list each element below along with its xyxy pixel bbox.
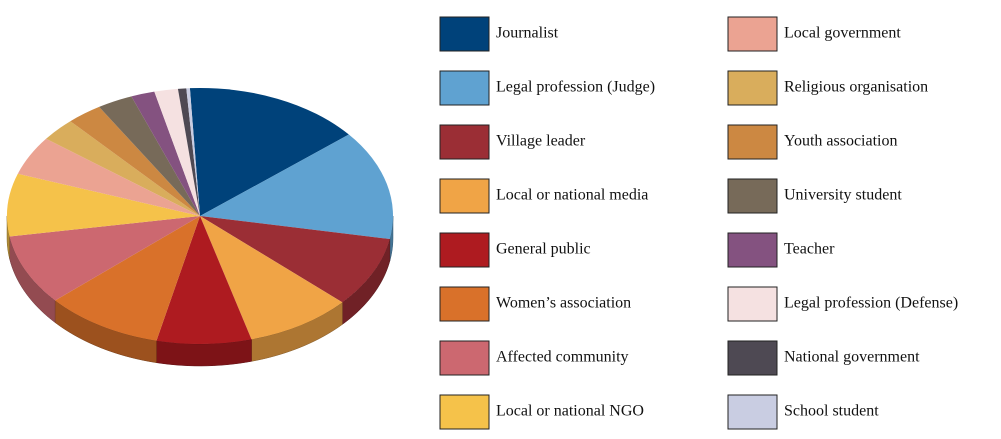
legend-label: School student: [784, 403, 879, 420]
legend-swatch: [439, 70, 490, 106]
legend-swatch: [727, 286, 778, 322]
legend-label: Village leader: [496, 133, 586, 150]
legend-swatch: [727, 16, 778, 52]
legend-label: Legal profession (Defense): [784, 295, 958, 312]
legend-label: Local or national NGO: [496, 403, 644, 420]
legend-swatch: [439, 178, 490, 214]
legend-label: Religious organisation: [784, 79, 928, 96]
pie-slice: [6, 173, 200, 237]
legend-swatch: [727, 232, 778, 268]
legend-swatch: [439, 286, 490, 322]
legend-swatch: [439, 16, 490, 52]
legend-swatch: [727, 340, 778, 376]
legend-swatch: [439, 394, 490, 430]
pie-slice: [200, 216, 343, 340]
legend-label: Women’s association: [496, 295, 631, 312]
legend-label: Local or national media: [496, 187, 648, 204]
pie-slice: [17, 138, 201, 216]
legend-swatch: [727, 70, 778, 106]
pie-slice: [154, 88, 200, 216]
pie-slice: [55, 216, 200, 341]
legend-label: National government: [784, 349, 920, 366]
legend-label: University student: [784, 187, 902, 204]
pie-slice: [189, 88, 349, 216]
legend-label: Legal profession (Judge): [496, 79, 655, 96]
pie-slice: [131, 91, 200, 216]
pie-slice: [9, 216, 200, 301]
pie-slice: [70, 106, 200, 216]
legend-label: Local government: [784, 25, 901, 42]
pie-slice: [177, 88, 200, 216]
legend-swatch: [727, 124, 778, 160]
legend-swatch: [439, 124, 490, 160]
pie-slice: [200, 216, 390, 303]
legend-swatch: [439, 232, 490, 268]
pie-slice: [99, 96, 200, 216]
pie-slice: [46, 121, 201, 216]
pie: [6, 88, 394, 367]
pie-slice: [186, 88, 200, 216]
legend-swatch: [727, 394, 778, 430]
legend-label: Youth association: [784, 133, 898, 150]
legend-label: Journalist: [496, 25, 559, 42]
pie-slice: [200, 134, 394, 240]
pie-slice: [156, 216, 252, 344]
legend-label: Affected community: [496, 349, 629, 366]
legend-swatch: [439, 340, 490, 376]
legend-label: Teacher: [784, 241, 835, 258]
legend: Journalist Legal profession (Judge) Villag…: [439, 16, 958, 430]
legend-label: General public: [496, 241, 591, 258]
legend-swatch: [727, 178, 778, 214]
